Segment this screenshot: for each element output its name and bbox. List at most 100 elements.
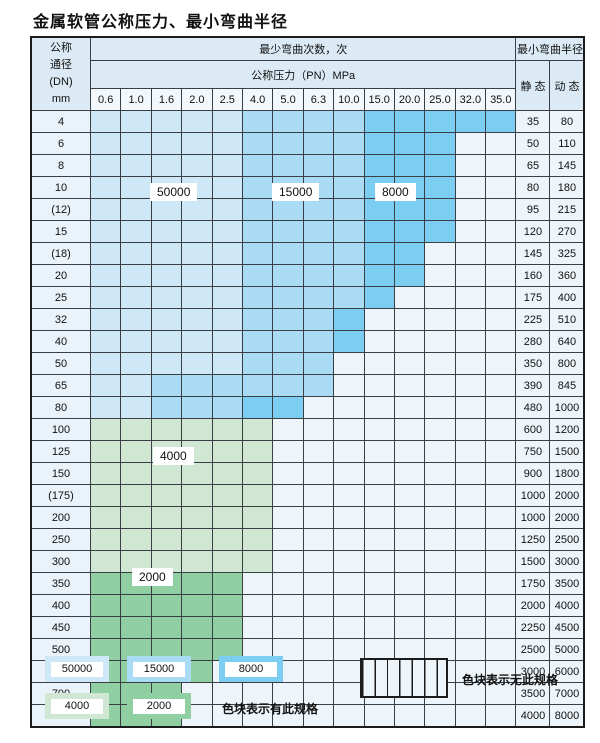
grid-cell-empty (424, 572, 456, 595)
grid-callout-label: 2000 (132, 568, 173, 586)
radius-static-value: 80 (515, 176, 551, 199)
grid-cell-filled (150, 220, 183, 243)
table-row: 6 50 110 (30, 132, 585, 155)
grid-cell-filled (150, 506, 183, 529)
grid-cell-filled (272, 264, 304, 287)
radius-static-value: 3500 (515, 682, 551, 705)
grid-cell-filled (150, 330, 183, 353)
grid-cell-empty (424, 418, 456, 441)
grid-cell-filled (272, 132, 304, 155)
grid-cell-empty (485, 440, 517, 463)
grid-cell-empty (302, 462, 335, 485)
grid-cell-filled (241, 110, 274, 133)
grid-cell-empty (333, 484, 365, 507)
pressure-col-header: 4.0 (241, 88, 274, 111)
grid-cell-filled (393, 242, 426, 265)
radius-dynamic-value: 7000 (549, 682, 585, 705)
grid-cell-empty (454, 462, 487, 485)
grid-cell-filled (120, 440, 152, 463)
grid-cell-filled (150, 308, 183, 331)
grid-cell-filled (181, 418, 213, 441)
dn-value: 80 (30, 396, 91, 419)
grid-cell-filled (89, 220, 122, 243)
grid-cell-filled (181, 374, 213, 397)
grid-cell-empty (454, 330, 487, 353)
grid-cell-empty (302, 484, 335, 507)
pressure-col-header: 32.0 (454, 88, 487, 111)
grid-cell-empty (363, 374, 395, 397)
table-row: 300 1500 3000 (30, 550, 585, 573)
grid-cell-empty (485, 220, 517, 243)
grid-cell-empty (485, 308, 517, 331)
grid-cell-empty (363, 330, 395, 353)
grid-cell-filled (150, 418, 183, 441)
grid-cell-empty (393, 286, 426, 309)
table-row: 4 35 80 (30, 110, 585, 133)
grid-cell-filled (333, 110, 365, 133)
grid-cell-empty (485, 264, 517, 287)
grid-cell-filled (181, 308, 213, 331)
radius-static-value: 160 (515, 264, 551, 287)
table-header: 公称 通径 (DN) mm 最少弯曲次数，次 最小弯曲半径 公称压力（PN）MP… (30, 36, 585, 111)
grid-cell-filled (150, 638, 183, 661)
dn-value: (175) (30, 484, 91, 507)
radius-static-value: 1000 (515, 506, 551, 529)
grid-cell-filled (211, 352, 243, 375)
radius-dynamic-value: 6000 (549, 660, 585, 683)
grid-cell-filled (241, 132, 274, 155)
pressure-col-header: 6.3 (302, 88, 335, 111)
grid-cell-empty (485, 682, 517, 705)
grid-cell-empty (333, 594, 365, 617)
radius-dynamic-value: 510 (549, 308, 585, 331)
dn-header-line-4: mm (51, 93, 71, 105)
grid-cell-filled (89, 462, 122, 485)
grid-cell-filled (302, 286, 335, 309)
grid-cell-filled (120, 286, 152, 309)
legend-swatch: 4000 (45, 693, 109, 719)
grid-callout-label: 4000 (153, 447, 194, 465)
grid-cell-filled (120, 638, 152, 661)
grid-cell-filled (272, 374, 304, 397)
dn-header-cell: 公称 通径 (DN) mm (30, 36, 91, 111)
grid-cell-filled (393, 132, 426, 155)
grid-cell-empty (363, 308, 395, 331)
pressure-col-header: 10.0 (333, 88, 365, 111)
radius-dynamic-value: 270 (549, 220, 585, 243)
grid-cell-filled (211, 110, 243, 133)
grid-cell-filled (181, 352, 213, 375)
bend-count-header: 最少弯曲次数，次 (89, 36, 517, 61)
pressure-header: 公称压力（PN）MPa (89, 60, 517, 89)
grid-cell-empty (454, 704, 487, 728)
grid-cell-empty (363, 440, 395, 463)
pressure-col-header: 20.0 (393, 88, 426, 111)
grid-cell-filled (181, 198, 213, 221)
grid-cell-empty (485, 462, 517, 485)
grid-cell-filled (89, 616, 122, 639)
grid-cell-empty (333, 506, 365, 529)
radius-static-value: 3000 (515, 660, 551, 683)
no-spec-hatch-swatch (360, 658, 448, 698)
grid-cell-filled (302, 308, 335, 331)
grid-cell-empty (393, 572, 426, 595)
grid-cell-empty (302, 572, 335, 595)
grid-cell-filled (150, 484, 183, 507)
grid-cell-filled (302, 220, 335, 243)
table-row: 350 1750 3500 (30, 572, 585, 595)
grid-cell-filled (302, 154, 335, 177)
grid-cell-filled (89, 572, 122, 595)
grid-cell-empty (485, 198, 517, 221)
grid-cell-filled (333, 330, 365, 353)
pressure-col-header: 35.0 (485, 88, 517, 111)
grid-cell-empty (363, 418, 395, 441)
grid-cell-filled (272, 242, 304, 265)
grid-cell-filled (272, 396, 304, 419)
grid-cell-filled (89, 594, 122, 617)
radius-static-value: 750 (515, 440, 551, 463)
dn-value: 500 (30, 638, 91, 661)
grid-cell-filled (333, 286, 365, 309)
grid-cell-empty (363, 506, 395, 529)
dn-value: 300 (30, 550, 91, 573)
grid-cell-empty (302, 616, 335, 639)
legend-swatch-label: 2000 (133, 698, 185, 714)
table-row: 400 2000 4000 (30, 594, 585, 617)
